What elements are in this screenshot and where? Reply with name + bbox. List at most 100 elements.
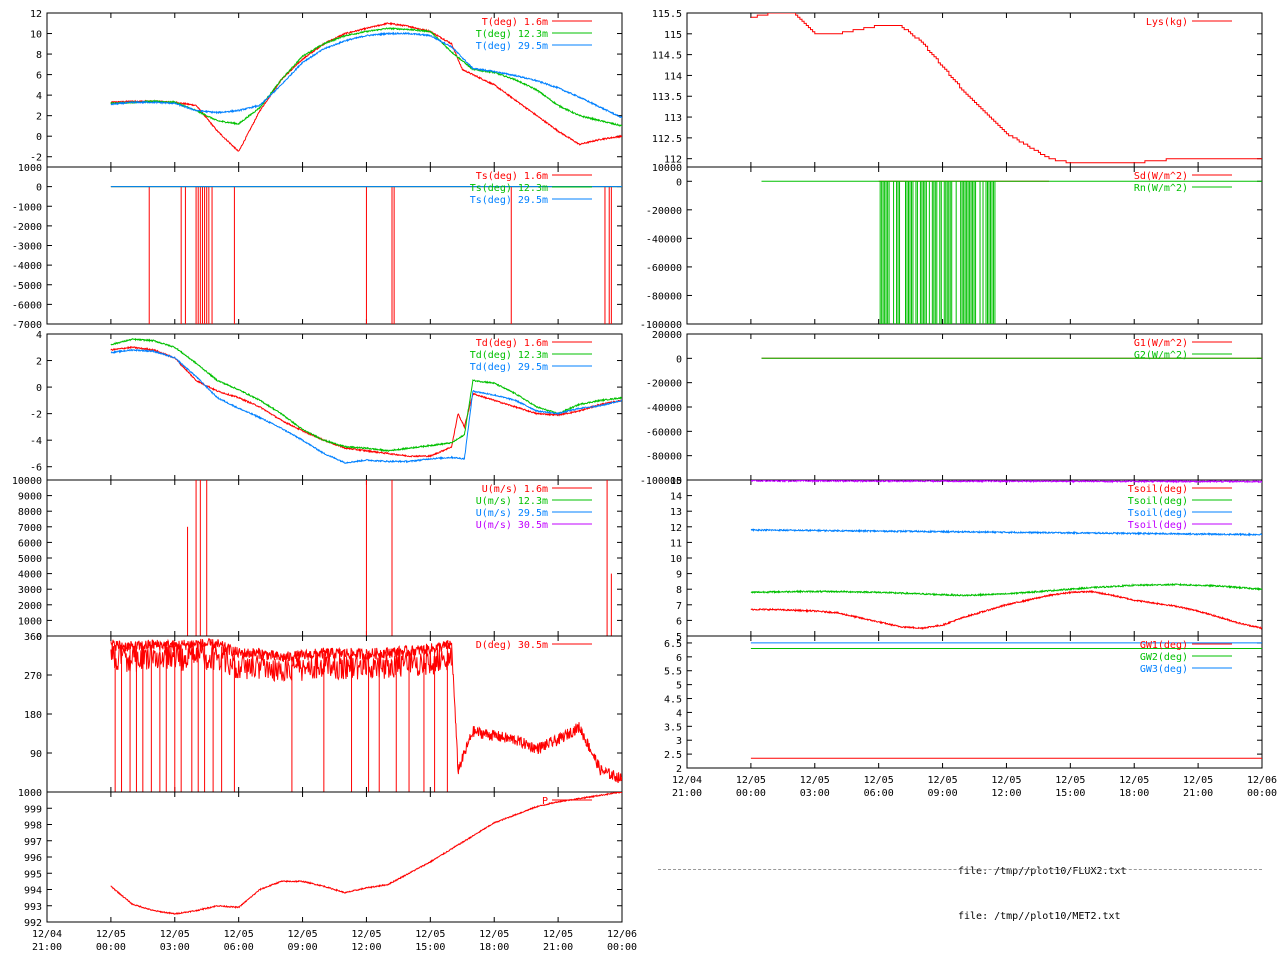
legend-label: Tsoil(deg)	[1128, 520, 1188, 531]
x-tick-label: 12/05	[1183, 775, 1213, 786]
y-tick-label: 0	[36, 132, 42, 143]
y-tick-label: 6	[36, 71, 42, 82]
legend-label: GW3(deg)	[1140, 664, 1188, 675]
y-tick-label: 998	[24, 821, 42, 832]
y-tick-label: 9000	[18, 492, 42, 503]
x-tick-label: 15:00	[1055, 788, 1085, 799]
series-line	[110, 21, 622, 152]
x-tick-label: 00:00	[736, 788, 766, 799]
y-tick-label: 112.5	[652, 134, 682, 145]
series-line	[750, 480, 1262, 484]
y-tick-label: 2.5	[664, 750, 682, 761]
x-tick-label: 21:00	[543, 942, 573, 953]
y-tick-label: 992	[24, 918, 42, 929]
x-tick-label: 03:00	[160, 942, 190, 953]
plot-frame	[686, 635, 1263, 769]
y-tick-label: 0	[36, 183, 42, 194]
y-tick-label: -40000	[646, 403, 682, 414]
panel-rad: 10000 0 -20000 -40000 -60000 -80000 -100000 Sd(…	[640, 163, 1263, 331]
y-tick-label: -6000	[12, 300, 42, 311]
y-tick-label: 1000	[18, 788, 42, 799]
y-tick-label: 115	[664, 30, 682, 41]
y-tick-label: 5	[676, 681, 682, 692]
x-tick-label: 12/05	[415, 929, 445, 940]
y-tick-label: 2	[676, 764, 682, 775]
y-tick-label: 5.5	[664, 667, 682, 678]
x-tick-label: 12/05	[991, 775, 1021, 786]
series-line	[110, 348, 622, 464]
y-tick-label: -1000	[12, 202, 42, 213]
y-tick-label: -80000	[646, 452, 682, 463]
x-tick-label: 12:00	[991, 788, 1021, 799]
legend-label: T(deg) 12.3m	[476, 29, 548, 40]
y-tick-label: -100000	[640, 476, 682, 487]
y-tick-label: -80000	[646, 291, 682, 302]
y-tick-label: 4	[676, 708, 682, 719]
separator-line	[658, 869, 1262, 870]
series-group	[110, 186, 622, 324]
y-tick-label: 113.5	[652, 92, 682, 103]
x-tick-label: 12/06	[1247, 775, 1277, 786]
x-tick-label: 00:00	[607, 942, 637, 953]
y-tick-label: 11	[670, 538, 682, 549]
y-tick-label: -20000	[646, 206, 682, 217]
y-tick-label: 997	[24, 837, 42, 848]
x-tick-label: 00:00	[1247, 788, 1277, 799]
y-tick-label: 0	[36, 383, 42, 394]
y-tick-label: 14	[670, 492, 682, 503]
x-tick-label: 12/05	[479, 929, 509, 940]
x-tick-label: 15:00	[415, 942, 445, 953]
file-list: file: /tmp//plot10/FLUX2.txt file: /tmp/…	[958, 834, 1127, 939]
y-tick-label: 8	[36, 50, 42, 61]
legend-label: D(deg) 30.5m	[476, 640, 548, 651]
y-tick-label: 6.5	[664, 639, 682, 650]
x-tick-label: 06:00	[224, 942, 254, 953]
y-tick-label: -20000	[646, 379, 682, 390]
y-tick-label: 0	[676, 354, 682, 365]
y-tick-label: 270	[24, 671, 42, 682]
panel-lys: 115.5 115 114.5 114 113.5 113 112.5 112 Lys(kg)	[652, 9, 1263, 168]
y-tick-label: 8	[676, 585, 682, 596]
y-tick-label: 5	[676, 632, 682, 643]
y-tick-label: 4.5	[664, 695, 682, 706]
y-tick-label: -2	[30, 153, 42, 164]
x-tick-label: 12/05	[736, 775, 766, 786]
y-tick-label: 3.5	[664, 722, 682, 733]
y-tick-label: -5000	[12, 281, 42, 292]
x-tick-label: 12/05	[351, 929, 381, 940]
y-tick-label: 15	[670, 476, 682, 487]
file-line-flux: file: /tmp//plot10/FLUX2.txt	[958, 866, 1127, 877]
y-tick-label: -3000	[12, 242, 42, 253]
y-tick-label: 0	[36, 632, 42, 643]
y-tick-label: 10000	[652, 163, 682, 174]
series-group	[110, 480, 622, 636]
y-tick-label: 3	[676, 736, 682, 747]
y-tick-label: 996	[24, 853, 42, 864]
y-tick-label: 4000	[18, 570, 42, 581]
y-tick-label: 112	[664, 155, 682, 166]
series-group	[110, 792, 622, 916]
y-tick-label: 12	[30, 9, 42, 20]
legend-label: Sd(W/m^2)	[1134, 171, 1188, 182]
y-tick-label: 7	[676, 601, 682, 612]
x-tick-label: 12/05	[160, 929, 190, 940]
legend-label: Tsoil(deg)	[1128, 508, 1188, 519]
y-tick-label: 13	[670, 507, 682, 518]
panel-ts: 1000 0 -1000 -2000 -3000 -4000 -5000 -6000 -7000…	[12, 163, 623, 331]
plot-frame	[46, 791, 623, 923]
y-tick-label: -40000	[646, 234, 682, 245]
y-tick-label: -100000	[640, 320, 682, 331]
y-tick-label: -2	[30, 410, 42, 421]
x-tick-label: 12/04	[672, 775, 702, 786]
y-tick-label: 0	[676, 177, 682, 188]
x-tick-label: 12/05	[1119, 775, 1149, 786]
x-tick-label: 21:00	[32, 942, 62, 953]
y-tick-label: -60000	[646, 427, 682, 438]
x-tick-label: 12/05	[288, 929, 318, 940]
y-tick-label: 20000	[652, 330, 682, 341]
x-tick-label: 12:00	[351, 942, 381, 953]
x-tick-label: 12/05	[543, 929, 573, 940]
x-tick-label: 03:00	[800, 788, 830, 799]
legend-label: GW1(deg)	[1140, 640, 1188, 651]
legend-label: Ts(deg) 29.5m	[470, 195, 548, 206]
